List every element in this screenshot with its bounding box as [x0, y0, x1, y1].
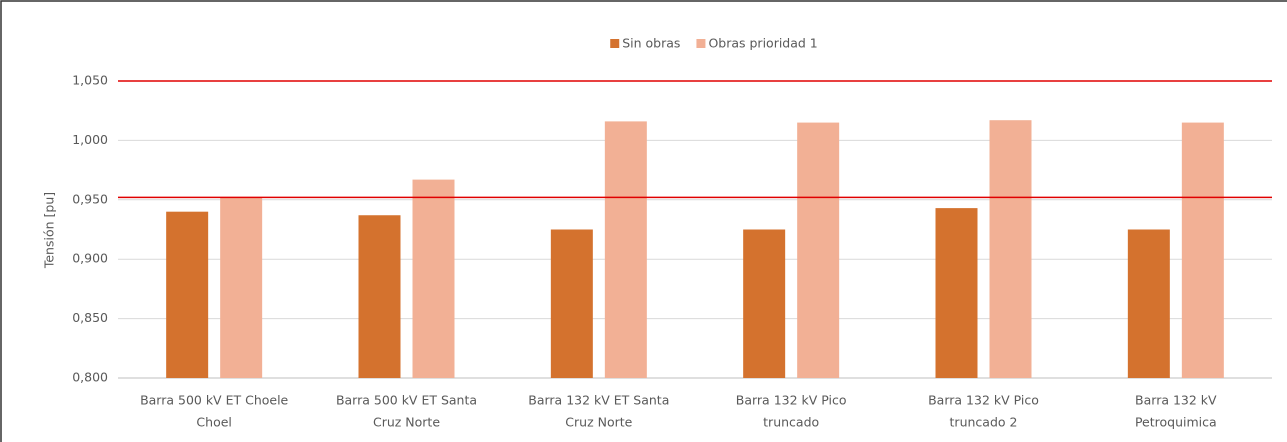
legend-label: Obras prioridad 1 — [708, 36, 817, 51]
y-tick-label: 0,850 — [72, 310, 108, 325]
legend-swatch — [696, 39, 706, 48]
x-tick-label: Barra 132 kV Pico — [928, 393, 1039, 408]
bar — [550, 229, 593, 378]
bar — [797, 122, 840, 378]
y-tick-label: 0,900 — [72, 251, 108, 266]
y-tick-label: 0,950 — [72, 191, 108, 206]
bar — [935, 208, 978, 378]
legend-label: Sin obras — [622, 36, 680, 51]
y-tick-label: 1,000 — [72, 132, 108, 147]
x-tick-label: truncado — [763, 415, 819, 430]
x-tick-label: Choel — [196, 415, 231, 430]
bar — [604, 121, 647, 378]
bar — [989, 120, 1032, 378]
x-tick-label: Petroquimica — [1135, 415, 1217, 430]
bar — [1127, 229, 1170, 378]
bar — [166, 211, 209, 378]
bar — [743, 229, 786, 378]
legend-swatch — [610, 39, 620, 48]
x-tick-label: truncado 2 — [950, 415, 1018, 430]
y-tick-label: 1,050 — [72, 73, 108, 88]
y-tick-label: 0,800 — [72, 370, 108, 385]
bar — [412, 179, 455, 378]
x-tick-label: Barra 132 kV Pico — [736, 393, 847, 408]
x-tick-label: Barra 500 kV ET Choele — [140, 393, 288, 408]
x-tick-label: Barra 132 kV — [1135, 393, 1217, 408]
bar — [220, 197, 263, 378]
x-tick-label: Cruz Norte — [565, 415, 632, 430]
x-tick-label: Barra 132 kV ET Santa — [528, 393, 669, 408]
x-tick-label: Barra 500 kV ET Santa — [336, 393, 477, 408]
bar — [358, 215, 401, 378]
y-axis-title: Tensión [pu] — [42, 192, 57, 269]
bar — [1181, 122, 1224, 378]
x-tick-label: Cruz Norte — [373, 415, 440, 430]
